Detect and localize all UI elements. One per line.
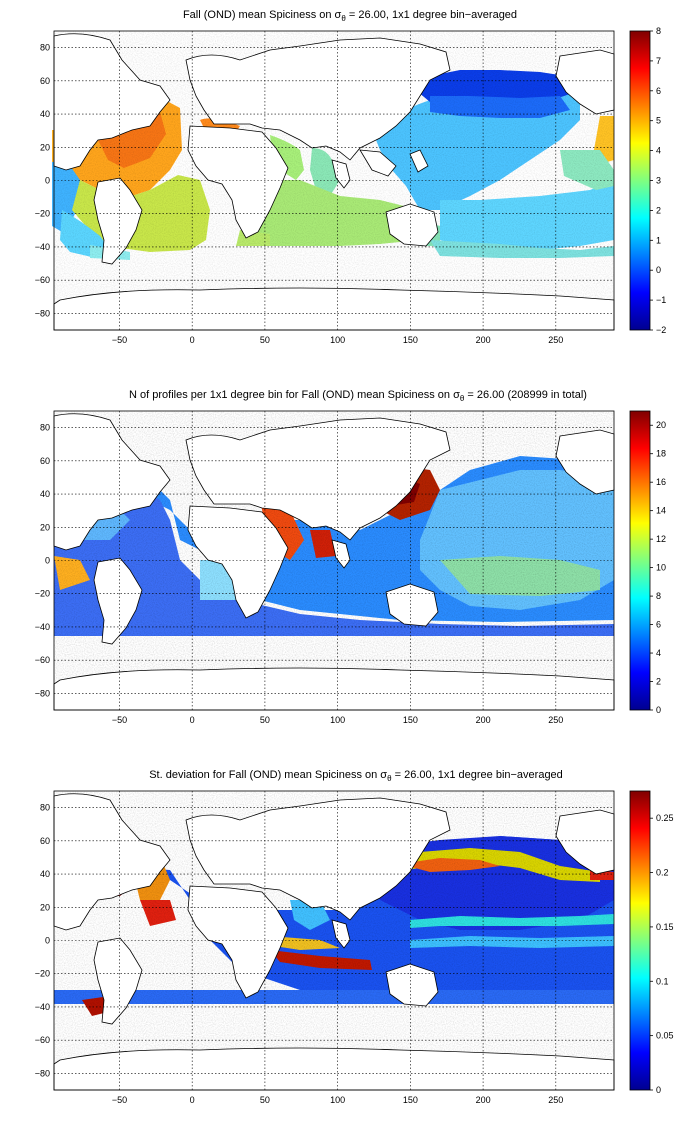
y-tick-label: −40 [35, 242, 50, 252]
y-tick-label: 80 [40, 423, 50, 433]
colorbar-tick-label: 20 [656, 420, 666, 430]
grid-lines [54, 411, 614, 710]
colorbar-tick-label: 5 [656, 116, 661, 126]
y-tick-label: 20 [40, 522, 50, 532]
x-tick-label: 0 [190, 335, 195, 345]
y-tick-label: −20 [35, 589, 50, 599]
y-tick-label: 0 [45, 936, 50, 946]
panel-mean-spiciness: Fall (OND) mean Spiciness on σθ = 26.00,… [35, 9, 667, 345]
colorbar-tick-label: 10 [656, 563, 666, 573]
y-tick-label: 60 [40, 456, 50, 466]
grid-lines [54, 31, 614, 330]
y-tick-label: 80 [40, 803, 50, 813]
colorbar-tick-label: −2 [656, 325, 666, 335]
colorbar-tick-label: 0.15 [656, 922, 674, 932]
colorbar-tick-label: 7 [656, 56, 661, 66]
colorbar-tick-label: 0 [656, 265, 661, 275]
x-tick-label: 50 [260, 715, 270, 725]
colorbar-tick-label: 0.05 [656, 1031, 674, 1041]
colorbar-tick-label: 18 [656, 449, 666, 459]
colorbar-tick-label: 8 [656, 26, 661, 36]
continents [53, 413, 615, 711]
y-tick-label: 40 [40, 489, 50, 499]
x-tick-label: 100 [330, 335, 345, 345]
x-tick-label: 200 [476, 335, 491, 345]
y-tick-label: 0 [45, 176, 50, 186]
colorbar-tick-label: 12 [656, 534, 666, 544]
colorbar-tick-label: 6 [656, 86, 661, 96]
x-tick-label: −50 [112, 715, 127, 725]
colorbar-tick-label: 16 [656, 477, 666, 487]
colorbar-tick-label: 0 [656, 705, 661, 715]
x-tick-label: 250 [548, 715, 563, 725]
y-tick-label: −60 [35, 655, 50, 665]
y-tick-label: −20 [35, 209, 50, 219]
colorbar-tick-label: 2 [656, 677, 661, 687]
colorbar: 8 7 6 5 4 3 2 1 0 −1 −2 [629, 26, 666, 335]
y-tick-label: 80 [40, 43, 50, 53]
x-tick-label: 100 [330, 1095, 345, 1105]
colorbar-tick-label: 8 [656, 591, 661, 601]
panel-1-title: Fall (OND) mean Spiciness on σθ = 26.00,… [183, 9, 517, 23]
x-tick-label: 150 [403, 335, 418, 345]
y-tick-label: 60 [40, 836, 50, 846]
y-tick-label: −40 [35, 1002, 50, 1012]
x-tick-label: 100 [330, 715, 345, 725]
panel-profile-count: N of profiles per 1x1 degree bin for Fal… [35, 389, 666, 725]
colorbar-tick-label: 1 [656, 235, 661, 245]
y-tick-label: 40 [40, 869, 50, 879]
colorbar-tick-label: 0.2 [656, 868, 669, 878]
continents [53, 33, 615, 331]
y-tick-label: −80 [35, 688, 50, 698]
y-tick-label: 20 [40, 142, 50, 152]
colorbar-tick-label: 0.1 [656, 976, 669, 986]
y-tick-label: 60 [40, 76, 50, 86]
panel-2-title: N of profiles per 1x1 degree bin for Fal… [129, 389, 587, 403]
colorbar-tick-label: 14 [656, 506, 666, 516]
x-tick-label: 50 [260, 1095, 270, 1105]
x-tick-label: −50 [112, 1095, 127, 1105]
y-tick-label: −60 [35, 1035, 50, 1045]
y-tick-label: −20 [35, 969, 50, 979]
x-tick-label: 200 [476, 1095, 491, 1105]
y-tick-label: −80 [35, 1068, 50, 1078]
x-tick-label: 150 [403, 1095, 418, 1105]
colorbar-tick-label: 0.25 [656, 813, 674, 823]
colorbar-tick-label: 4 [656, 648, 661, 658]
grid-lines [54, 791, 614, 1090]
panel-3-title: St. deviation for Fall (OND) mean Spicin… [149, 769, 563, 783]
colorbar: 0.25 0.2 0.15 0.1 0.05 0 [629, 790, 674, 1095]
y-tick-label: 0 [45, 556, 50, 566]
y-tick-label: −60 [35, 275, 50, 285]
continents [53, 793, 615, 1091]
y-tick-label: −40 [35, 622, 50, 632]
colorbar-tick-label: 4 [656, 146, 661, 156]
x-tick-label: 50 [260, 335, 270, 345]
y-tick-label: 20 [40, 902, 50, 912]
colorbar-tick-label: 2 [656, 205, 661, 215]
colorbar-tick-label: 6 [656, 620, 661, 630]
x-tick-label: 150 [403, 715, 418, 725]
x-tick-label: 0 [190, 715, 195, 725]
x-tick-label: −50 [112, 335, 127, 345]
x-tick-label: 200 [476, 715, 491, 725]
panel-std-deviation: St. deviation for Fall (OND) mean Spicin… [35, 769, 674, 1105]
y-tick-label: 40 [40, 109, 50, 119]
colorbar-tick-label: 3 [656, 176, 661, 186]
colorbar-tick-label: 0 [656, 1085, 661, 1095]
x-tick-label: 250 [548, 1095, 563, 1105]
y-tick-label: −80 [35, 308, 50, 318]
colorbar-tick-label: −1 [656, 295, 666, 305]
x-tick-label: 0 [190, 1095, 195, 1105]
x-tick-label: 250 [548, 335, 563, 345]
